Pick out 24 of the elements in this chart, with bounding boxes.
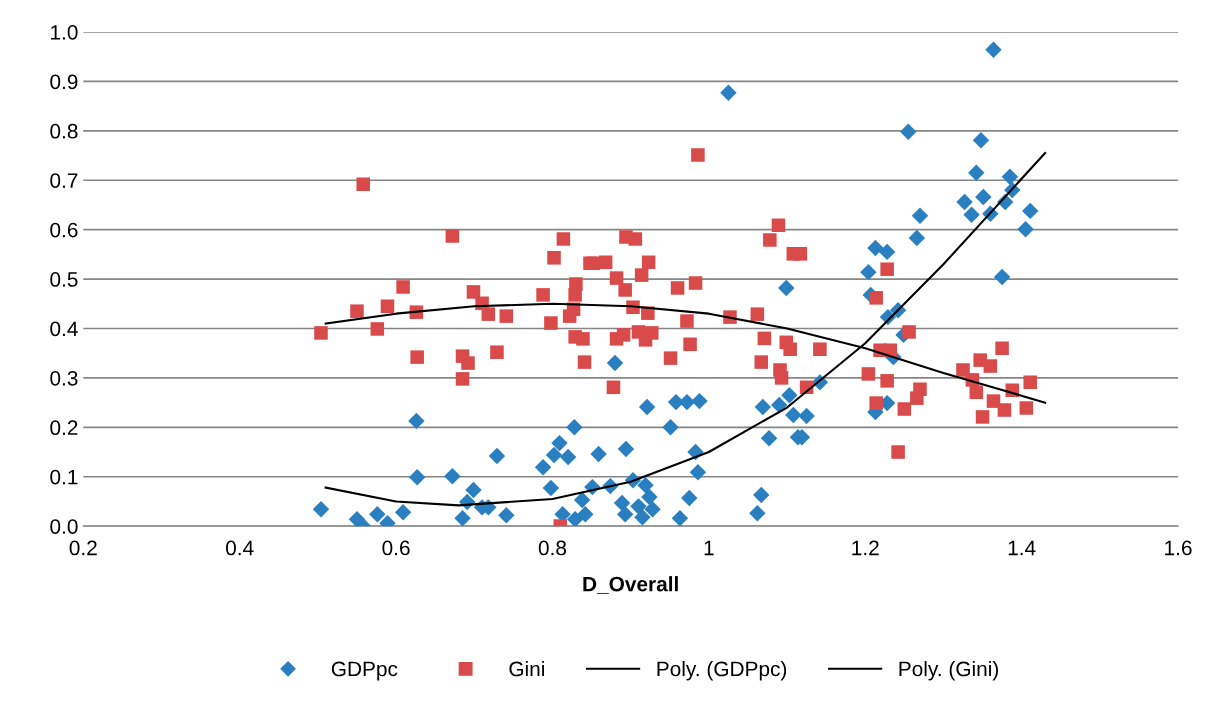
y-tick-label: 0.5 <box>50 272 78 287</box>
y-tick-label: 0.8 <box>50 123 78 139</box>
x-tick-label: 0.8 <box>538 540 567 556</box>
legend-label: Poly. (Gini) <box>899 661 998 681</box>
y-tick-label: 0.1 <box>50 469 78 485</box>
y-tick-label: 0.3 <box>50 370 78 386</box>
y-tick-label: 0.9 <box>50 74 78 90</box>
x-tick-label: 0.4 <box>226 540 254 556</box>
x-axis-title: D_Overall <box>583 576 678 594</box>
y-tick-label: 0.2 <box>50 420 78 436</box>
x-tick-label: 0.2 <box>69 540 97 556</box>
legend-label: Gini <box>509 661 544 677</box>
y-tick-label: 0.4 <box>50 321 78 337</box>
y-tick-label: 1.0 <box>51 25 78 40</box>
x-tick-label: 1.2 <box>852 540 879 556</box>
y-tick-label: 0.0 <box>50 519 78 534</box>
x-tick-label: 1 <box>704 540 714 556</box>
x-tick-label: 1.6 <box>1165 540 1192 556</box>
x-tick-label: 0.6 <box>382 540 410 556</box>
legend-label: GDPpc <box>331 661 398 681</box>
legend-label: Poly. (GDPpc) <box>657 661 787 681</box>
y-tick-label: 0.7 <box>50 173 78 188</box>
y-tick-label: 0.6 <box>50 222 78 238</box>
x-tick-label: 1.4 <box>1008 540 1036 556</box>
